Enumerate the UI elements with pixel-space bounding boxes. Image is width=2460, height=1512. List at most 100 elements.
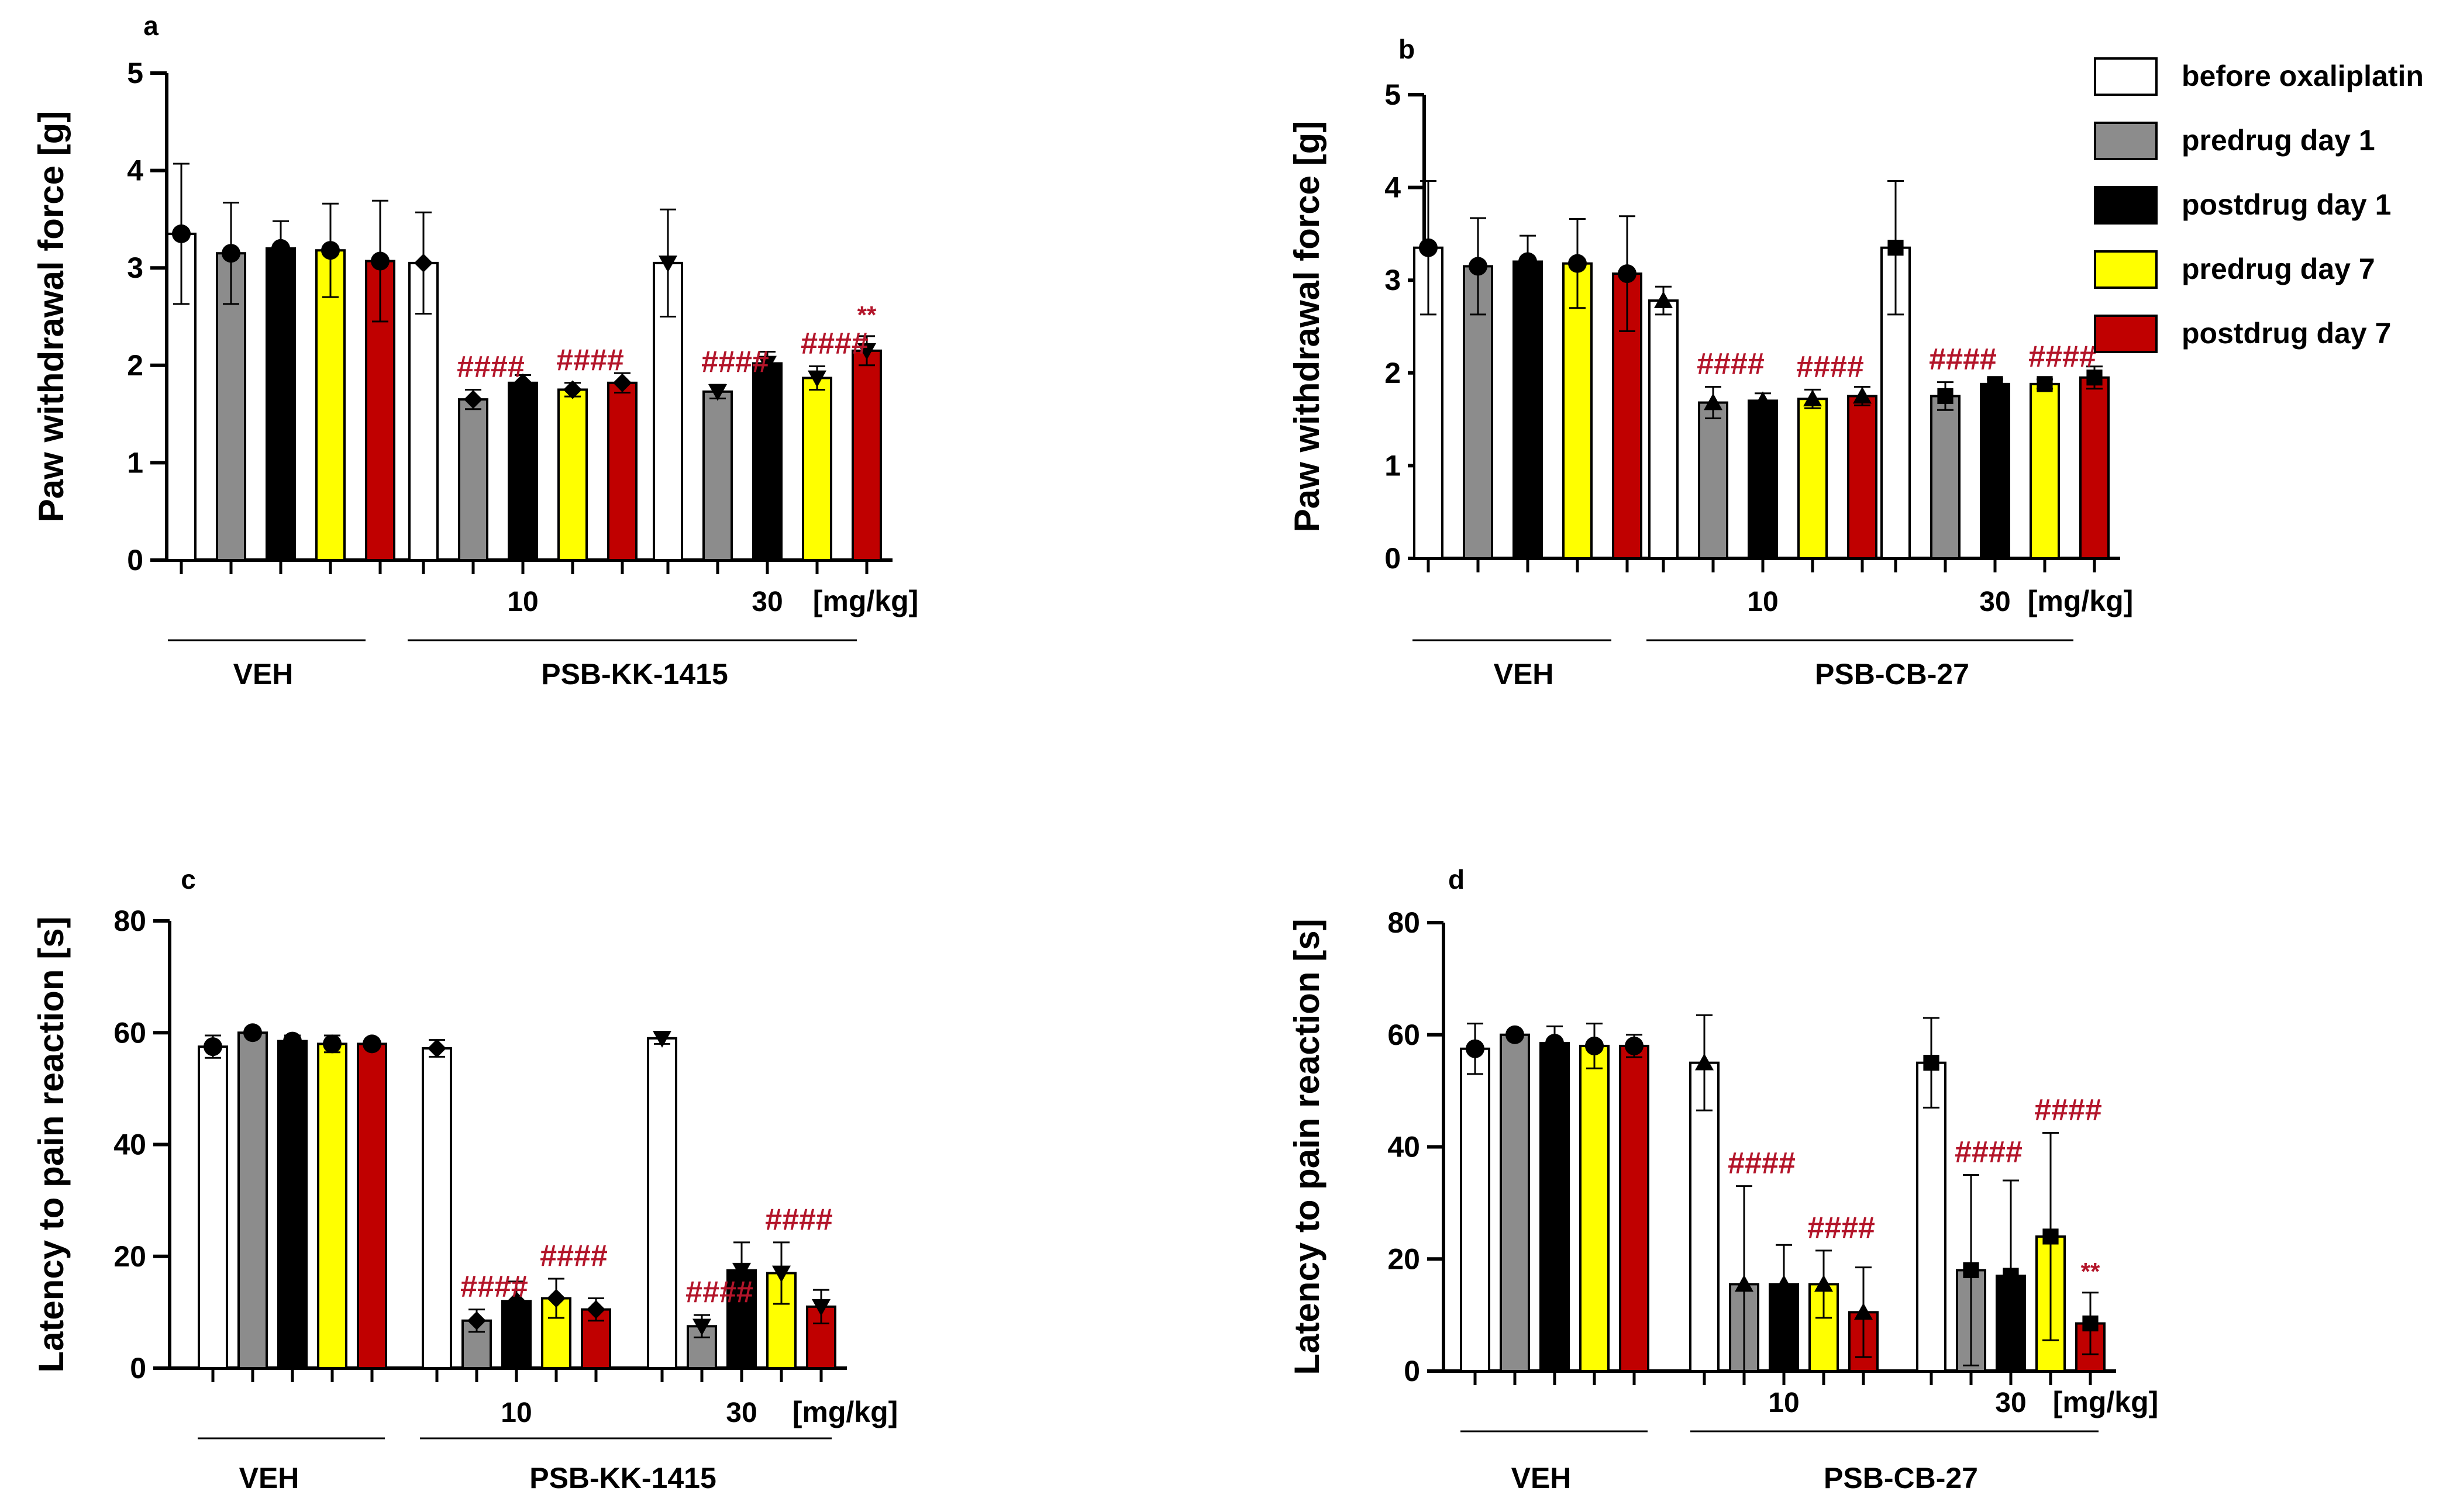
data-point xyxy=(812,1299,831,1316)
y-axis-label: Latency to pain reaction [s] xyxy=(32,916,71,1372)
significance-hashes: #### xyxy=(1807,1211,1875,1245)
y-tick-label: 0 xyxy=(1384,542,1401,575)
data-point xyxy=(808,370,826,388)
unit-label: [mg/kg] xyxy=(813,585,919,617)
bar-before-oxaliplatin xyxy=(1648,299,1679,560)
dose-label: 10 xyxy=(1768,1387,1799,1418)
data-point xyxy=(1854,1303,1873,1320)
bar-postdrug-day-1 xyxy=(1769,1283,1799,1373)
bar-predrug-day-1 xyxy=(1698,401,1728,560)
y-tick-label: 80 xyxy=(113,905,146,937)
significance-hashes: #### xyxy=(1796,350,1864,384)
significance-hashes: #### xyxy=(701,345,769,379)
y-tick-label: 4 xyxy=(127,154,143,187)
bar-predrug-day-1 xyxy=(1500,1033,1530,1372)
bar-postdrug-day-1 xyxy=(1748,399,1778,560)
drug-label: PSB-KK-1415 xyxy=(529,1462,716,1494)
legend-swatch xyxy=(2094,315,2158,353)
data-point xyxy=(371,251,390,271)
data-point xyxy=(1814,1275,1833,1292)
dose-label: 10 xyxy=(1747,586,1778,617)
data-point xyxy=(563,380,582,399)
y-tick-label: 5 xyxy=(1384,78,1401,111)
data-point xyxy=(1654,291,1673,308)
panel-letter: b xyxy=(1398,34,1415,64)
y-axis-label: Paw withdrawal force [g] xyxy=(1287,121,1327,532)
bar-before-oxaliplatin xyxy=(1689,1061,1720,1372)
bar-postdrug-day-7 xyxy=(1847,395,1877,560)
data-point xyxy=(507,1292,526,1311)
significance-hashes: #### xyxy=(460,1270,528,1304)
data-point xyxy=(708,384,727,401)
legend: before oxaliplatin predrug day 1 postdrug … xyxy=(2094,57,2424,353)
y-tick-label: 60 xyxy=(1387,1019,1420,1051)
data-point xyxy=(271,239,290,258)
bar-predrug-day-7 xyxy=(317,1042,347,1369)
data-point xyxy=(1937,388,1953,405)
legend-swatch xyxy=(2094,122,2158,160)
significance-hashes: #### xyxy=(1697,347,1765,381)
legend-label: predrug day 1 xyxy=(2182,124,2375,157)
data-point xyxy=(1695,1053,1714,1071)
significance-stars: ** xyxy=(2081,1258,2100,1285)
data-point xyxy=(1419,238,1438,257)
bar-postdrug-day-7 xyxy=(2079,376,2110,560)
data-point xyxy=(323,1034,342,1054)
bar-postdrug-day-1 xyxy=(508,381,538,562)
bar-postdrug-day-1 xyxy=(1980,382,2010,560)
data-point xyxy=(204,1037,222,1057)
data-point xyxy=(1704,393,1722,410)
significance-hashes: #### xyxy=(1929,343,1997,377)
legend-swatch xyxy=(2094,250,2158,289)
y-tick-label: 2 xyxy=(127,349,143,382)
drug-label: PSB-CB-27 xyxy=(1815,658,1969,691)
y-tick-label: 80 xyxy=(1387,906,1420,939)
panel-letter: a xyxy=(143,11,159,41)
legend-swatch xyxy=(2094,57,2158,96)
data-point xyxy=(1518,252,1537,271)
data-point xyxy=(321,241,340,260)
legend-label: postdrug day 7 xyxy=(2182,317,2391,350)
y-tick-label: 1 xyxy=(1384,449,1401,482)
data-point xyxy=(1618,264,1636,284)
data-point xyxy=(1735,1275,1753,1292)
unit-label: [mg/kg] xyxy=(793,1396,898,1428)
bar-postdrug-day-1 xyxy=(1539,1042,1570,1372)
significance-hashes: #### xyxy=(556,343,624,377)
data-point xyxy=(1466,1039,1484,1058)
data-point xyxy=(428,1039,446,1058)
panel-d: d 0 20 40 60 80 Latency to pain reaction [s] 10… xyxy=(1287,864,2158,1494)
bar-postdrug-day-1 xyxy=(277,1040,308,1369)
data-point xyxy=(2082,1315,2099,1332)
y-tick-label: 20 xyxy=(1387,1242,1420,1275)
data-point xyxy=(1775,1275,1793,1292)
panel-c: c 0 20 40 60 80 Latency to pain reaction [s] 10… xyxy=(32,864,898,1494)
panel-letter: c xyxy=(181,864,196,895)
bar-postdrug-day-1 xyxy=(752,362,783,562)
dose-label: 30 xyxy=(752,586,783,617)
data-point xyxy=(222,244,240,263)
drug-label: VEH xyxy=(1511,1462,1572,1494)
legend-label: before oxaliplatin xyxy=(2182,60,2424,92)
data-point xyxy=(464,390,483,409)
y-tick-label: 4 xyxy=(1384,171,1401,204)
dose-label: 30 xyxy=(1979,586,2010,617)
drug-label: PSB-CB-27 xyxy=(1824,1462,1978,1494)
y-axis-label: Latency to pain reaction [s] xyxy=(1287,919,1327,1375)
data-point xyxy=(1853,386,1872,404)
unit-label: [mg/kg] xyxy=(2028,585,2134,617)
data-point xyxy=(283,1031,302,1051)
drug-label: VEH xyxy=(233,658,294,691)
significance-stars: ** xyxy=(857,301,877,329)
data-point xyxy=(758,355,777,373)
panel-b: b 0 1 2 3 4 5 Paw withdrawal force [g] 10 #### ###… xyxy=(1287,34,2133,691)
panel-a: a 0 1 2 3 4 5 Paw withdrawal force [g] 10 #### ###… xyxy=(32,11,918,691)
data-point xyxy=(2086,370,2103,386)
data-point xyxy=(1803,389,1822,407)
y-tick-label: 0 xyxy=(1404,1355,1420,1387)
y-tick-label: 60 xyxy=(113,1016,146,1049)
significance-hashes: #### xyxy=(685,1275,753,1309)
data-point xyxy=(1963,1262,1979,1279)
data-point xyxy=(587,1300,605,1319)
